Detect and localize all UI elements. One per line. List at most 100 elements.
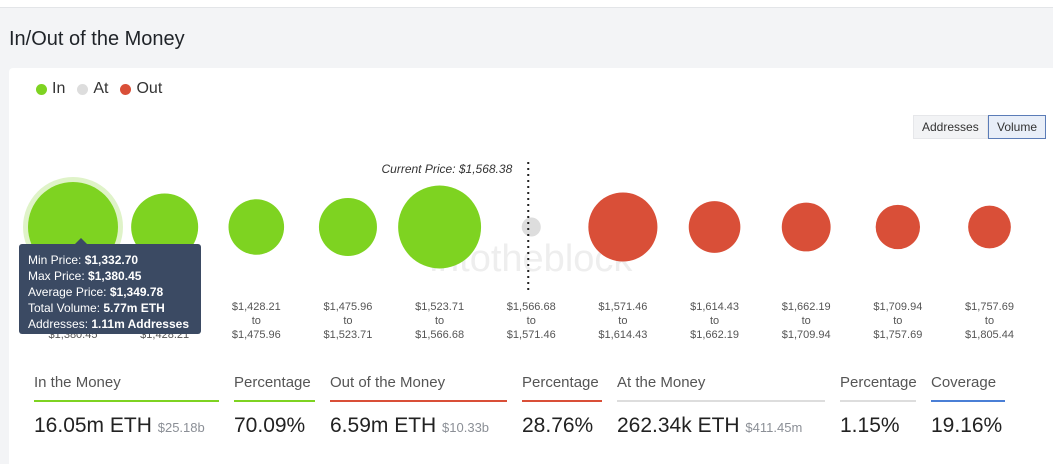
range-label-low: $1,428.21 bbox=[232, 301, 281, 313]
range-label-low: $1,662.19 bbox=[782, 301, 831, 313]
range-label-to: to bbox=[343, 315, 352, 327]
tooltip-vol-label: Total Volume: bbox=[28, 301, 101, 315]
stat-value-text: 19.16% bbox=[931, 414, 1003, 437]
range-label-high: $1,614.43 bbox=[598, 329, 647, 341]
stat-label: Percentage bbox=[840, 374, 917, 391]
stat-value: 6.59m ETH $10.33b bbox=[330, 414, 507, 438]
stat-value-text: 28.76% bbox=[522, 414, 594, 437]
range-label-to: to bbox=[710, 315, 719, 327]
stat-sub: $25.18b bbox=[157, 420, 205, 435]
stat-label: Percentage bbox=[522, 374, 599, 391]
range-label-high: $1,566.68 bbox=[415, 329, 464, 341]
bubble-chart: intotheblock Current Price: $1,568.38 $1… bbox=[23, 162, 1014, 341]
bubble-at[interactable] bbox=[521, 217, 541, 237]
stat-underline bbox=[617, 400, 825, 402]
addresses-toggle-button[interactable]: Addresses bbox=[913, 115, 988, 139]
range-label-low: $1,566.68 bbox=[507, 301, 556, 313]
tooltip-min-value: $1,332.70 bbox=[84, 253, 139, 267]
tooltip-max-label: Max Price: bbox=[28, 269, 85, 283]
stat-label: In the Money bbox=[34, 374, 121, 391]
bubble-in[interactable] bbox=[398, 185, 482, 269]
stat-in-percentage: Percentage 70.09% bbox=[234, 374, 315, 438]
stat-label: At the Money bbox=[617, 374, 706, 391]
tooltip-avg-value: $1,349.78 bbox=[109, 285, 164, 299]
bubble-group bbox=[23, 177, 1011, 277]
stat-value-text: 6.59m ETH bbox=[330, 414, 437, 437]
stat-sub: $10.33b bbox=[442, 420, 490, 435]
tooltip-min-label: Min Price: bbox=[28, 253, 82, 267]
summary-stats: In the Money 16.05m ETH $25.18b Percenta… bbox=[9, 374, 1053, 464]
stat-sub: $411.45m bbox=[745, 420, 803, 435]
bubble-in[interactable] bbox=[318, 197, 377, 257]
tooltip-addr-value: 1.11m Addresses bbox=[91, 317, 189, 331]
legend-dot-at bbox=[77, 83, 89, 95]
legend-label-out: Out bbox=[136, 80, 163, 97]
range-label-to: to bbox=[618, 315, 627, 327]
bubble-in[interactable] bbox=[228, 199, 285, 255]
bubble-out[interactable] bbox=[875, 204, 921, 250]
range-label-high: $1,805.44 bbox=[965, 329, 1014, 341]
tooltip-vol-value: 5.77m ETH bbox=[103, 301, 165, 315]
range-label-low: $1,475.96 bbox=[323, 301, 372, 313]
legend-dot-out bbox=[120, 83, 132, 95]
range-label-high: $1,523.71 bbox=[323, 329, 372, 341]
stat-value: 16.05m ETH $25.18b bbox=[34, 414, 219, 438]
legend-item-in[interactable]: In bbox=[36, 80, 65, 98]
range-label-to: to bbox=[252, 315, 261, 327]
stat-value: 1.15% bbox=[840, 414, 916, 438]
stat-label: Out of the Money bbox=[330, 374, 446, 391]
bubble-out[interactable] bbox=[968, 205, 1011, 249]
range-label-to: to bbox=[435, 315, 444, 327]
stat-at-percentage: Percentage 1.15% bbox=[840, 374, 917, 438]
stat-value: 262.34k ETH $411.45m bbox=[617, 414, 825, 438]
stat-label: Percentage bbox=[234, 374, 311, 391]
range-label-to: to bbox=[985, 315, 994, 327]
stat-out-of-the-money: Out of the Money 6.59m ETH $10.33b bbox=[330, 374, 507, 438]
bubble-out[interactable] bbox=[588, 192, 658, 262]
tooltip-max-value: $1,380.45 bbox=[88, 269, 142, 283]
legend-item-at[interactable]: At bbox=[77, 80, 108, 98]
tooltip-addr-label: Addresses: bbox=[28, 317, 89, 331]
stat-underline bbox=[234, 400, 315, 402]
stat-underline bbox=[522, 400, 602, 402]
bubble-out[interactable] bbox=[781, 202, 831, 252]
stat-value-text: 262.34k ETH bbox=[617, 414, 740, 437]
tooltip-avg-label: Average Price: bbox=[28, 285, 107, 299]
stat-underline bbox=[840, 400, 916, 402]
stat-out-percentage: Percentage 28.76% bbox=[522, 374, 602, 438]
range-label-high: $1,475.96 bbox=[232, 329, 281, 341]
legend-label-at: At bbox=[93, 80, 109, 97]
range-label-to: to bbox=[893, 315, 902, 327]
range-label-to: to bbox=[802, 315, 811, 327]
bubble-out[interactable] bbox=[688, 201, 741, 253]
legend: In At Out bbox=[36, 80, 174, 98]
legend-dot-in bbox=[36, 83, 47, 95]
legend-label-in: In bbox=[52, 80, 66, 97]
range-label-high: $1,757.69 bbox=[873, 329, 922, 341]
current-price-label: Current Price: $1,568.38 bbox=[382, 162, 513, 176]
chart-card: In At Out Addresses Volume intotheblock … bbox=[9, 68, 1053, 464]
stat-value-text: 16.05m ETH bbox=[34, 414, 152, 437]
range-label-low: $1,709.94 bbox=[873, 301, 922, 313]
range-label-low: $1,757.69 bbox=[965, 301, 1014, 313]
page-title: In/Out of the Money bbox=[9, 28, 185, 50]
volume-toggle-button[interactable]: Volume bbox=[988, 115, 1047, 139]
stat-underline bbox=[931, 400, 1005, 402]
stat-coverage: Coverage 19.16% bbox=[931, 374, 1005, 438]
stat-underline bbox=[34, 400, 219, 402]
top-bar bbox=[0, 0, 1053, 8]
range-label-high: $1,662.19 bbox=[690, 329, 739, 341]
stat-value: 28.76% bbox=[522, 414, 602, 438]
bubble-tooltip: Min Price: $1,332.70 Max Price: $1,380.4… bbox=[19, 238, 201, 334]
legend-item-out[interactable]: Out bbox=[120, 80, 162, 98]
stat-value: 70.09% bbox=[234, 414, 315, 438]
bubble-in[interactable] bbox=[131, 193, 199, 261]
stat-label: Coverage bbox=[931, 374, 997, 391]
range-label-low: $1,571.46 bbox=[598, 301, 647, 313]
range-label-high: $1,571.46 bbox=[507, 329, 556, 341]
stat-value-text: 1.15% bbox=[840, 414, 900, 437]
stat-underline bbox=[330, 400, 507, 402]
range-label-high: $1,709.94 bbox=[782, 329, 831, 341]
stat-in-the-money: In the Money 16.05m ETH $25.18b bbox=[34, 374, 219, 438]
stat-value: 19.16% bbox=[931, 414, 1005, 438]
